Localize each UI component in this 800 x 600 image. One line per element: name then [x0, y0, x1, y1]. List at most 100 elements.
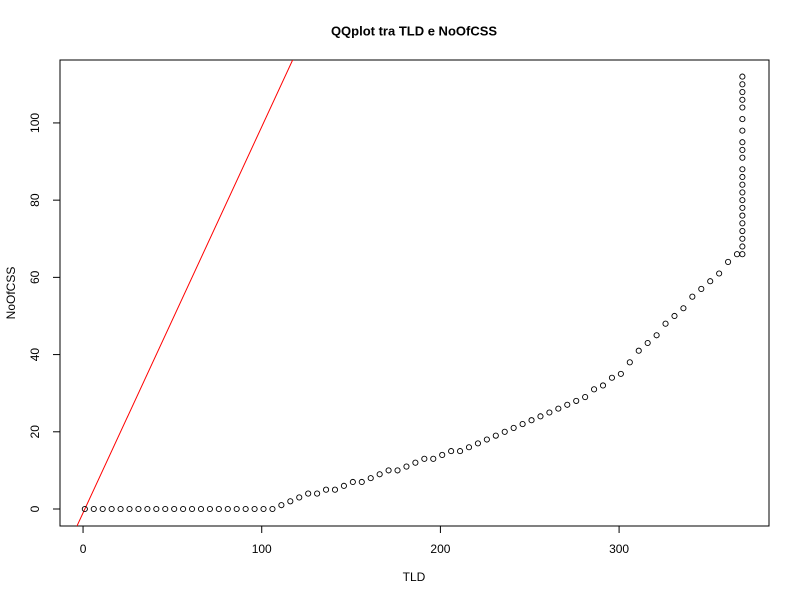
x-tick-label: 200: [430, 542, 450, 556]
point: [739, 227, 746, 235]
point: [197, 505, 205, 513]
point: [739, 204, 746, 211]
point: [716, 270, 723, 277]
point: [403, 463, 410, 470]
point: [314, 490, 321, 497]
point: [739, 235, 746, 242]
point: [439, 451, 446, 459]
point: [739, 146, 746, 154]
point: [376, 471, 383, 478]
point: [412, 459, 419, 466]
y-tick-label: 60: [28, 270, 42, 284]
point: [171, 505, 178, 513]
point: [492, 432, 499, 439]
point: [739, 73, 746, 80]
point: [421, 455, 428, 462]
point: [644, 339, 651, 347]
point: [349, 478, 356, 486]
y-axis-label: NoOfCSS: [4, 267, 18, 320]
point: [90, 505, 97, 513]
chart-title: QQplot tra TLD e NoOfCSS: [331, 23, 497, 38]
point: [725, 258, 732, 265]
x-tick-label: 100: [252, 542, 272, 556]
point: [739, 104, 746, 111]
point: [296, 494, 303, 501]
point: [269, 505, 276, 513]
point: [739, 139, 746, 146]
point: [117, 505, 124, 513]
point: [206, 505, 213, 513]
point: [739, 154, 746, 161]
x-axis-label: TLD: [403, 570, 426, 584]
point: [582, 393, 589, 401]
point: [546, 409, 553, 416]
point: [108, 505, 115, 513]
point: [698, 285, 705, 292]
point: [739, 166, 746, 173]
point: [135, 505, 142, 513]
point: [465, 444, 473, 451]
point: [564, 401, 571, 408]
point: [635, 347, 642, 354]
point: [739, 96, 746, 103]
y-tick-label: 100: [28, 113, 42, 133]
point: [739, 173, 746, 181]
point: [739, 251, 746, 258]
point: [617, 370, 624, 377]
point: [126, 505, 133, 513]
point: [188, 505, 196, 513]
point: [233, 505, 240, 513]
point: [739, 220, 746, 227]
point: [739, 197, 746, 204]
point: [340, 482, 347, 489]
point: [739, 189, 746, 196]
point: [457, 448, 464, 455]
point: [573, 397, 580, 404]
point: [323, 486, 330, 493]
point: [358, 478, 365, 486]
point: [501, 428, 508, 435]
point: [305, 490, 312, 497]
point: [739, 127, 746, 134]
point: [739, 88, 746, 96]
point: [394, 467, 401, 474]
point: [224, 505, 231, 513]
point: [739, 181, 746, 188]
point: [739, 116, 746, 123]
point: [537, 413, 544, 420]
point: [180, 505, 187, 513]
point: [215, 505, 222, 513]
point: [608, 374, 615, 381]
reference-line: [76, 60, 294, 526]
point: [278, 502, 285, 509]
point: [555, 405, 562, 412]
point: [528, 417, 535, 424]
y-tick-label: 0: [28, 505, 42, 512]
point: [689, 293, 696, 300]
point: [707, 278, 714, 285]
point: [385, 467, 392, 474]
point: [162, 505, 169, 513]
plot-frame: [59, 59, 770, 527]
point: [733, 251, 741, 258]
point: [510, 424, 517, 431]
point: [367, 475, 374, 482]
y-tick-label: 80: [28, 193, 42, 207]
x-tick-label: 300: [609, 542, 629, 556]
point: [483, 436, 490, 443]
plot-area: [76, 60, 746, 526]
point: [680, 305, 687, 312]
point: [144, 505, 151, 513]
point: [242, 505, 249, 513]
point: [739, 212, 746, 219]
point: [331, 486, 339, 493]
point: [251, 505, 258, 513]
point: [153, 505, 160, 513]
x-tick-label: 0: [80, 542, 87, 556]
point: [599, 382, 607, 389]
point: [81, 505, 88, 513]
y-tick-label: 40: [28, 348, 42, 362]
point: [287, 498, 294, 505]
point: [99, 505, 106, 513]
